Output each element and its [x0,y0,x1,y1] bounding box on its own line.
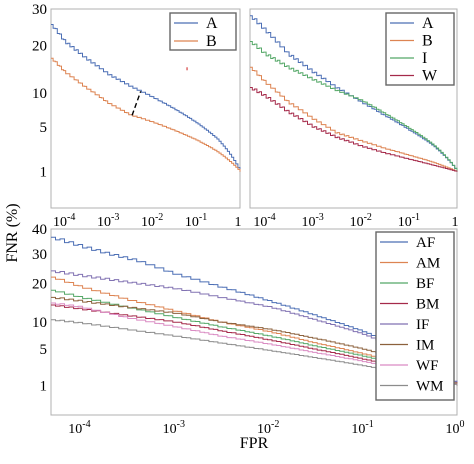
y-tick-label: 1 [40,165,48,181]
legend-label-IM: IM [416,338,434,354]
series-line-A [51,24,241,172]
legend: AB [169,12,237,51]
y-tick-label: 5 [40,342,48,358]
y-tick-label: 30 [32,247,47,263]
legend-label-A: A [206,15,218,32]
series-line-B [250,66,458,172]
legend: AF AM BF BM IF IM WF WM [375,231,455,401]
x-tick-label: 10-2 [141,212,163,230]
x-tick-label: 10-3 [301,212,323,230]
x-tick-label: 100 [446,419,465,437]
legend-label-AM: AM [416,256,440,272]
x-tick-label: 10-3 [97,212,119,230]
plot-frame [50,228,458,416]
x-tick-label: 10-2 [350,212,372,230]
panel-bottom: 10-4 10-3 10-2 10-1 100 1 5 10 20 30 40 AF AM BF BM IF I… [32,222,465,437]
y-tick-label: 1 [40,379,48,395]
y-tick-label: 30 [32,2,47,18]
series-line-W [250,87,458,172]
plot-frame [50,8,241,209]
series-line-I [250,41,458,172]
legend-label-W: W [422,68,438,85]
y-tick-label: 10 [32,315,47,331]
y-tick-label: 40 [32,222,47,238]
legend-label-WF: WF [416,358,439,374]
legend-label-I: I [422,50,427,67]
legend-label-AF: AF [416,235,435,251]
legend-box [375,231,455,401]
x-axis-label: FPR [240,435,269,452]
series-line-A [250,15,458,172]
legend-label-BF: BF [416,276,434,292]
plot-frame [249,8,458,209]
legend-label-BM: BM [416,297,439,313]
x-tick-label: 10-1 [185,212,207,230]
y-tick-label: 10 [32,86,47,102]
y-tick-label: 20 [32,39,47,55]
legend-label-B: B [206,33,217,50]
x-tick-label: 1 [235,215,242,230]
x-tick-label: 10-4 [68,419,90,437]
x-tick-label: 10-1 [351,419,373,437]
x-tick-label: 10-1 [398,212,420,230]
y-axis-label: FNR (%) [4,203,21,262]
stray-mark [186,67,188,71]
legend-label-IF: IF [416,317,429,333]
x-tick-label: 10-3 [163,419,185,437]
x-tick-label: 10-2 [257,419,279,437]
gap-annotation [131,91,142,116]
y-tick-label: 20 [32,276,47,292]
panel-top-left: 10-4 10-3 10-2 10-1 1 1 5 10 20 30 AB [32,2,242,230]
legend-label-A: A [422,15,434,32]
legend-box [385,12,455,86]
legend-label-B: B [422,33,433,50]
series-line-B [51,57,241,172]
x-tick-label: 10-4 [53,212,75,230]
legend-box [169,12,237,51]
legend-label-WM: WM [416,379,444,395]
x-tick-label: 1 [452,215,459,230]
y-tick-label: 5 [40,120,48,136]
x-tick-label: 10-4 [253,212,275,230]
